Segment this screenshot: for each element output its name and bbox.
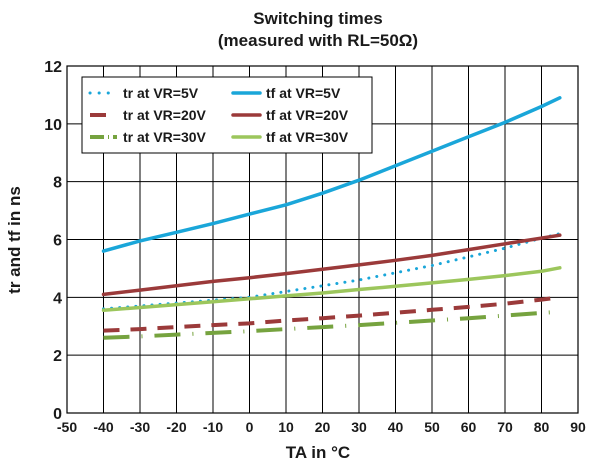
- legend-label-2: tr at VR=20V: [123, 107, 207, 123]
- y-tick-label: 4: [53, 290, 62, 307]
- legend-label-1: tr at VR=5V: [123, 85, 199, 101]
- x-tick-labels: -50 -40 -30 -20 -10 0 10 20 30 40 50 60 70 80 90: [57, 419, 586, 435]
- x-tick-label: 90: [570, 419, 586, 435]
- x-tick-label: 30: [351, 419, 367, 435]
- y-axis-label: tr and tf in ns: [5, 186, 24, 294]
- x-tick-label: 50: [424, 419, 440, 435]
- x-tick-label: 20: [315, 419, 331, 435]
- y-tick-label: 2: [53, 348, 62, 365]
- x-tick-label: 60: [461, 419, 477, 435]
- series-layer: [101, 96, 562, 340]
- x-tick-label: 80: [534, 419, 550, 435]
- series-line-5: [101, 233, 562, 297]
- legend-label-3: tr at VR=30V: [123, 129, 207, 145]
- legend-box: [81, 76, 373, 154]
- x-tick-label: 70: [497, 419, 513, 435]
- x-tick-label: -20: [166, 419, 186, 435]
- legend-label-5: tf at VR=20V: [266, 107, 349, 123]
- x-tick-label: 10: [278, 419, 294, 435]
- y-tick-label: 12: [44, 59, 62, 76]
- x-tick-label: -30: [130, 419, 150, 435]
- chart-title: Switching times: [253, 9, 382, 28]
- x-tick-label: 40: [388, 419, 404, 435]
- y-tick-label: 6: [53, 233, 62, 250]
- series-line-4: [101, 96, 562, 253]
- x-tick-label: -10: [203, 419, 223, 435]
- series-line-6: [101, 266, 562, 313]
- legend-label-4: tf at VR=5V: [266, 85, 341, 101]
- x-tick-label: -50: [57, 419, 77, 435]
- legend-label-6: tf at VR=30V: [266, 129, 349, 145]
- legend: tr at VR=5V tr at VR=20V tr at VR=30V tf at…: [81, 76, 373, 154]
- chart-subtitle: (measured with RL=50Ω): [218, 31, 418, 50]
- y-tick-labels: 0 2 4 6 8 10 12: [44, 59, 62, 423]
- x-tick-label: -40: [93, 419, 113, 435]
- y-tick-label: 10: [44, 117, 62, 134]
- x-tick-label: 0: [246, 419, 254, 435]
- x-axis-label: TA in °C: [286, 443, 350, 462]
- y-tick-label: 8: [53, 175, 62, 192]
- y-tick-label: 0: [53, 406, 62, 423]
